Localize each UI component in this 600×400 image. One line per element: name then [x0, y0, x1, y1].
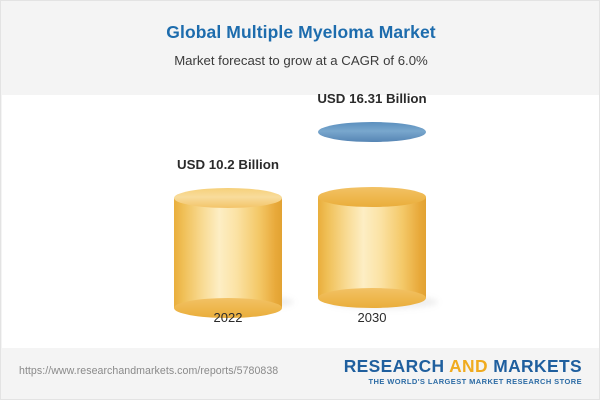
bar-group-2022: USD 10.2 Billion — [148, 95, 308, 348]
bar-side-2022 — [174, 198, 282, 308]
report-url[interactable]: https://www.researchandmarkets.com/repor… — [19, 365, 279, 377]
x-axis-label-2022: 2022 — [213, 310, 243, 325]
logo-word-research: RESEARCH — [343, 356, 445, 376]
logo-word-markets: MARKETS — [493, 356, 582, 376]
bar-cylinder-2030[interactable] — [318, 122, 426, 308]
bar-base-side-2030 — [318, 197, 426, 298]
chart-footer: https://www.researchandmarkets.com/repor… — [2, 348, 599, 399]
chart-subtitle: Market forecast to grow at a CAGR of 6.0… — [174, 53, 428, 68]
data-label-2030: USD 16.31 Billion — [317, 91, 427, 106]
plot-area: USD 10.2 Billion USD 16.31 Billion — [2, 91, 599, 348]
bar-top-cap-2030 — [318, 122, 426, 142]
bar-group-2030: USD 16.31 Billion — [292, 91, 452, 348]
logo-wordmark: RESEARCH AND MARKETS — [344, 357, 582, 375]
page-title: Global Multiple Myeloma Market — [166, 22, 436, 42]
bar-cylinder-2022[interactable] — [174, 188, 282, 318]
bar-bottom-cap-2030 — [318, 288, 426, 308]
bar-bottom-cap-2022 — [174, 298, 282, 318]
logo-word-and: AND — [449, 356, 488, 376]
x-axis-label-2030: 2030 — [357, 310, 387, 325]
data-label-2022: USD 10.2 Billion — [177, 157, 279, 172]
bar-segment-divider-2030 — [318, 187, 426, 207]
logo-tagline: THE WORLD'S LARGEST MARKET RESEARCH STOR… — [368, 377, 582, 387]
research-and-markets-logo[interactable]: RESEARCH AND MARKETS THE WORLD'S LARGEST… — [344, 357, 582, 386]
chart-header: Global Multiple Myeloma Market Market fo… — [1, 1, 599, 95]
bar-top-cap-2022 — [174, 188, 282, 208]
